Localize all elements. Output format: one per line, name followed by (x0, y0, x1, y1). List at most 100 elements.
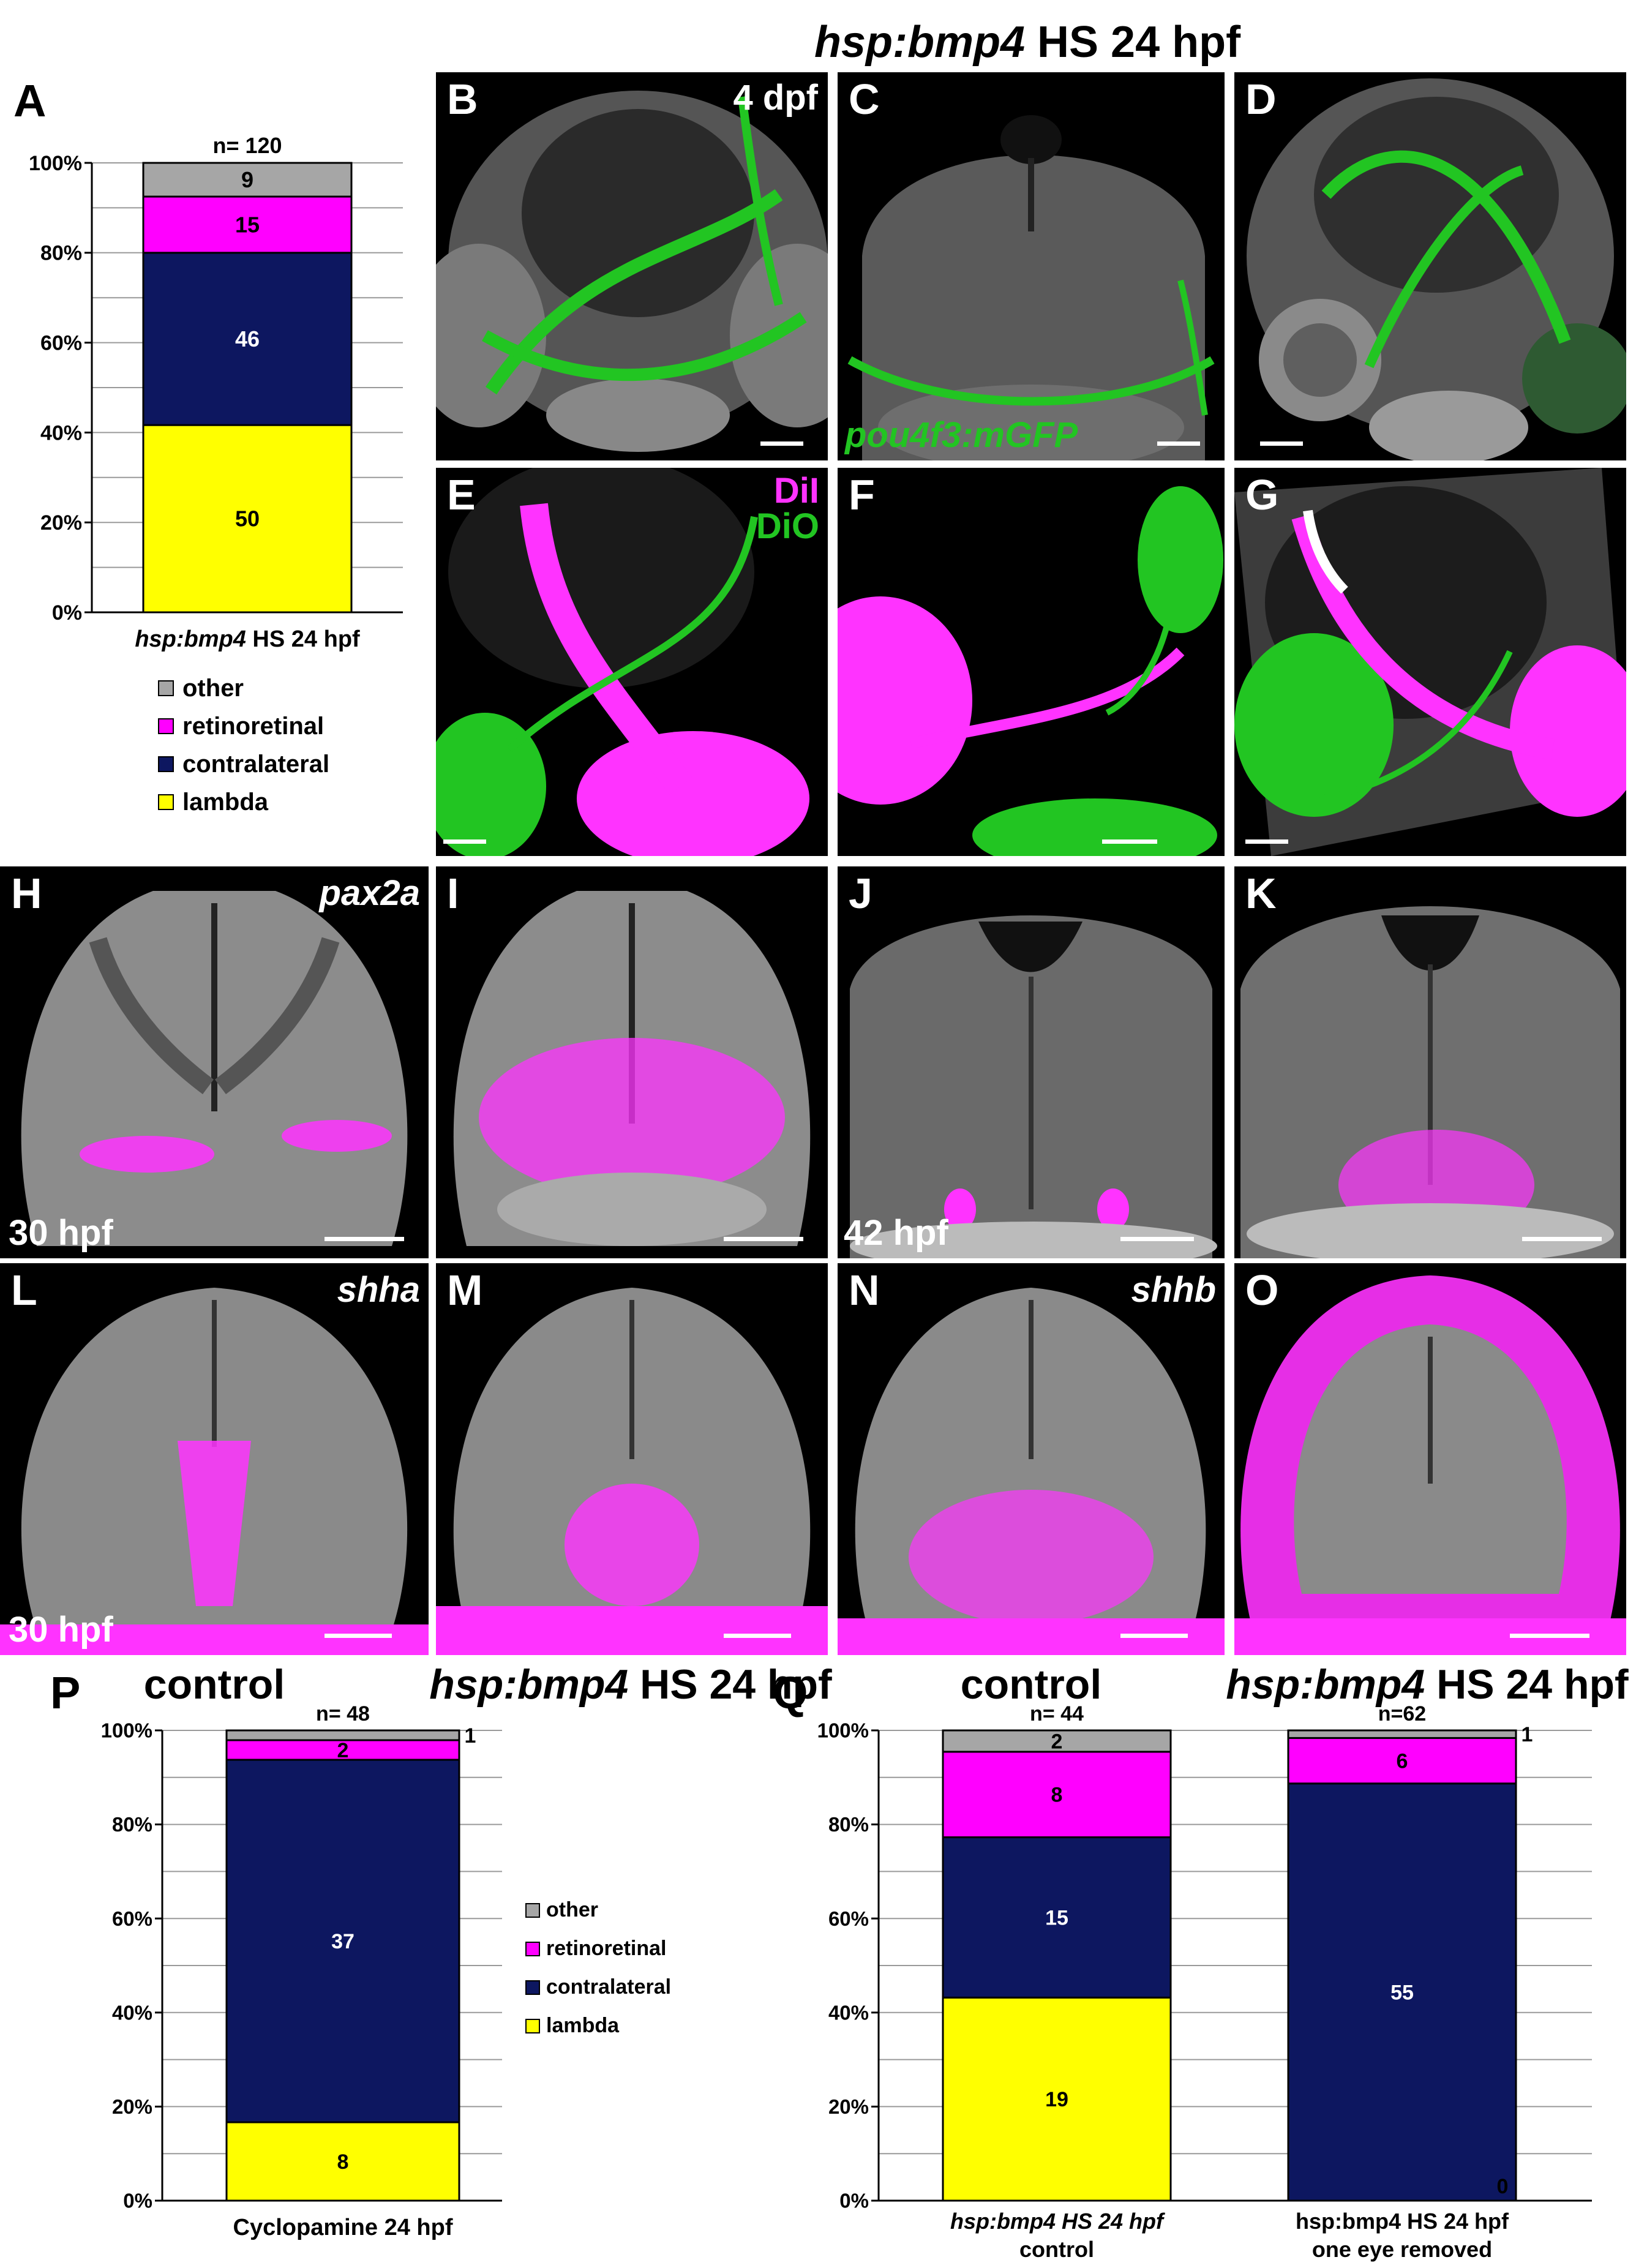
micrograph-d: D (1234, 72, 1626, 460)
chart-a-n-label: n= 120 (212, 133, 282, 158)
legend-item-lambda: lambda (158, 783, 329, 821)
chart-q-data-label-retinoretinal: 6 (1397, 1749, 1408, 1773)
caption-bmp4-1: hsp:bmp4 HS 24 hpf (429, 1661, 833, 1708)
panel-label-d: D (1245, 75, 1277, 123)
chart-p-data-label-other: 1 (465, 1724, 476, 1748)
chart-q-x-label-line1: hsp:bmp4 HS 24 hpf (950, 2209, 1165, 2234)
panel-label-h: H (11, 869, 42, 917)
scale-bar-g (1245, 839, 1288, 844)
chart-a-y-tick-label: 40% (40, 421, 82, 445)
chart-a-x-label-gene: hsp:bmp4 (135, 626, 246, 652)
scale-bar-m (724, 1634, 791, 1638)
chart-p-x-label: Cyclopamine 24 hpf (233, 2215, 453, 2240)
chart-q-data-label-lambda: 0 (1497, 2175, 1509, 2198)
chart-a-svg: 0% 20% 40% 60% 80% 100% 50 46 15 9 n= 120 hsp:bmp4 … (29, 133, 403, 652)
legend-swatch-lambda (158, 794, 174, 810)
panel-label-l: L (11, 1266, 37, 1314)
chart-a-y-tick-label: 60% (40, 332, 82, 355)
chart-p-data-label-contralateral: 37 (331, 1930, 355, 1953)
micrograph-f-art (838, 486, 1223, 856)
panel-label-g: G (1245, 471, 1279, 519)
chart-a-x-label-rest: HS 24 hpf (246, 626, 360, 652)
panel-label-m: M (447, 1266, 483, 1314)
chart-a-data-label-contralateral: 46 (235, 326, 260, 351)
legend-a: other retinoretinal contralateral lambda (158, 669, 329, 821)
micrograph-n: N shhb (838, 1263, 1225, 1655)
chart-q-y-tick-label: 60% (828, 1907, 869, 1930)
chart-q-bar-lambda (942, 1996, 1172, 2202)
micrograph-j: J 42 hpf (838, 866, 1225, 1258)
panel-label-e: E (447, 471, 476, 519)
panel-label-f: F (849, 471, 875, 519)
gene-label-pax2a: pax2a (319, 873, 420, 913)
chart-p-bar-lambda (225, 2121, 460, 2202)
legend-item-retinoretinal: retinoretinal (158, 707, 329, 745)
legend-p-swatch-retinoretinal (525, 1941, 540, 1956)
micrograph-h: H pax2a 30 hpf (0, 866, 429, 1258)
chart-q-bar-other (1287, 1729, 1517, 1739)
micrograph-o: O (1234, 1263, 1626, 1655)
chart-q-bar-contralateral (942, 1836, 1172, 1999)
legend-p-swatch-other (525, 1902, 540, 1918)
micrograph-o-art (1234, 1275, 1626, 1655)
dye-label-dil: DiI (773, 471, 819, 511)
chart-a-y-tick-label: 20% (40, 511, 82, 535)
caption-bmp4-2-rest: HS 24 hpf (1425, 1661, 1629, 1708)
micrograph-g-art (1234, 468, 1626, 856)
chart-q-y-tick-label: 80% (828, 1813, 869, 1836)
chart-a-x-label: hsp:bmp4 HS 24 hpf (135, 626, 360, 652)
dye-label-dio: DiO (756, 506, 819, 546)
legend-p-item-contralateral: contralateral (525, 1968, 671, 2007)
chart-q-data-label-contralateral: 15 (1045, 1906, 1068, 1929)
micrograph-g: G (1234, 468, 1626, 856)
scale-bar-c (1157, 441, 1200, 446)
chart-q-bar-other (942, 1729, 1172, 1753)
panel-label-k: K (1245, 869, 1277, 917)
scale-bar-h (325, 1237, 404, 1241)
chart-a-y-tick-label: 100% (29, 152, 82, 175)
chart-a-y-tick-label: 0% (52, 601, 82, 625)
micrograph-b-art (436, 91, 828, 452)
marker-label-c: pou4f3:mGFP (845, 415, 1078, 455)
caption-bmp4-2: hsp:bmp4 HS 24 hpf (1218, 1661, 1636, 1708)
panel-label-c: C (849, 75, 880, 123)
caption-bmp4-2-gene: hsp:bmp4 (1226, 1661, 1425, 1708)
panel-label-a: A (13, 75, 47, 126)
panel-label-p: P (50, 1667, 81, 1718)
legend-item-contralateral: contralateral (158, 745, 329, 783)
stage-label-h: 30 hpf (9, 1213, 113, 1253)
chart-a-bar-other (142, 162, 353, 198)
chart-a-data-label-lambda: 50 (235, 506, 260, 531)
caption-bmp4-1-gene: hsp:bmp4 (429, 1661, 629, 1708)
legend-swatch-retinoretinal (158, 718, 174, 734)
micrograph-i-art (453, 891, 811, 1246)
micrograph-k: K (1234, 866, 1626, 1258)
scale-bar-o (1510, 1634, 1589, 1638)
chart-p-svg: 0% 20% 40% 60% 80% 100% 8 37 2 1 n= 48 Cyclopamine … (101, 1702, 502, 2240)
chart-p-y-tick-label: 60% (112, 1907, 152, 1930)
chart-p-data-label-lambda: 8 (337, 2150, 349, 2174)
scale-bar-j (1120, 1237, 1194, 1241)
micrograph-m: M (436, 1263, 828, 1655)
legend-p-item-retinoretinal: retinoretinal (525, 1929, 671, 1968)
chart-q-data-label-other: 1 (1522, 1723, 1533, 1746)
micrograph-l-art (0, 1288, 429, 1655)
chart-q-n-label: n= 44 (1030, 1702, 1084, 1725)
chart-p-bar-contralateral (225, 1759, 460, 2123)
chart-q-y-tick-label: 0% (839, 2190, 869, 2212)
micrograph-l: L shha 30 hpf (0, 1263, 429, 1655)
scale-bar-l (325, 1634, 392, 1638)
chart-a-bar-lambda (142, 424, 353, 614)
chart-p-n-label: n= 48 (316, 1702, 370, 1725)
micrograph-n-art (838, 1288, 1225, 1655)
chart-p-y-tick-label: 20% (112, 2095, 152, 2118)
chart-q-n-label: n=62 (1378, 1702, 1426, 1725)
panel-label-i: I (447, 869, 459, 917)
chart-a-bar-contralateral (142, 252, 353, 426)
panel-label-q: Q (773, 1667, 808, 1718)
panel-label-j: J (849, 869, 872, 917)
micrograph-e-art (436, 468, 809, 856)
chart-a-y-tick-label: 80% (40, 242, 82, 265)
micrograph-m-art (436, 1288, 828, 1655)
legend-p-item-lambda: lambda (525, 2007, 671, 2045)
